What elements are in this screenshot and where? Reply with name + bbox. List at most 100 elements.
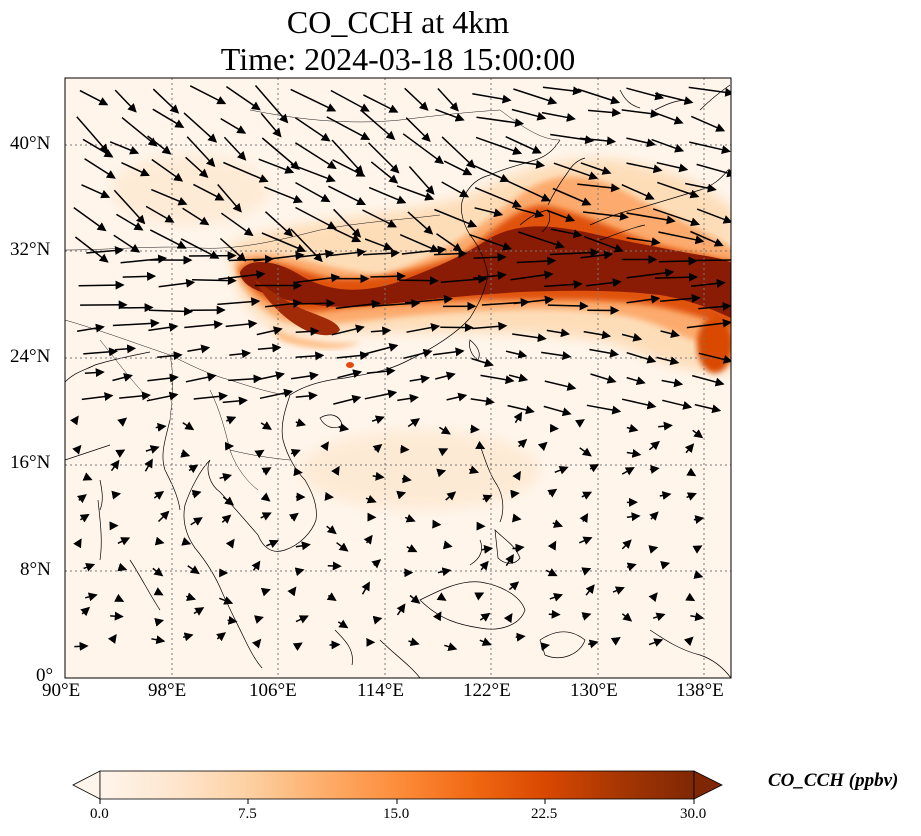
wind-arrow — [508, 373, 529, 383]
wind-arrow — [257, 343, 282, 353]
wind-arrow — [81, 392, 114, 402]
wind-arrow — [226, 416, 237, 425]
colorbar-tick-label: 0.0 — [90, 806, 109, 822]
wind-arrow — [690, 115, 726, 132]
wind-arrow — [290, 228, 323, 263]
wind-arrow — [80, 606, 91, 617]
wind-arrow — [122, 271, 157, 281]
wind-arrow — [583, 235, 624, 253]
wind-arrow — [145, 205, 175, 223]
wind-arrow — [554, 465, 569, 475]
wind-arrow — [187, 565, 200, 575]
wind-arrow — [589, 464, 600, 473]
wind-arrow — [685, 592, 696, 602]
wind-arrow — [219, 596, 234, 605]
wind-arrow — [589, 348, 620, 358]
wind-arrow — [363, 534, 373, 545]
wind-arrow — [479, 560, 489, 571]
wind-arrow — [183, 112, 218, 143]
wind-arrow — [588, 107, 622, 117]
wind-arrow — [187, 344, 211, 354]
wind-arrow — [120, 254, 168, 264]
wind-arrow — [225, 319, 258, 329]
wind-arrow — [654, 92, 694, 105]
wind-arrow — [79, 513, 90, 523]
wind-arrow — [432, 611, 442, 622]
wind-arrow — [324, 491, 334, 501]
wind-arrow — [436, 468, 447, 478]
wind-arrow — [81, 184, 111, 199]
wind-arrow — [474, 207, 504, 218]
wind-arrow — [254, 85, 289, 124]
wind-arrow — [434, 208, 478, 228]
wind-arrow — [690, 230, 724, 247]
wind-arrow — [473, 271, 507, 280]
wind-arrow — [181, 537, 192, 546]
wind-arrow — [549, 593, 564, 602]
wind-arrow — [112, 373, 133, 382]
wind-arrow — [475, 440, 486, 450]
lat-tick-label: 0° — [36, 665, 54, 686]
wind-arrow — [223, 161, 269, 183]
wind-arrow — [396, 185, 435, 201]
wind-arrow — [331, 465, 340, 476]
wind-arrow — [82, 138, 114, 158]
wind-arrow — [404, 87, 429, 111]
wind-arrow — [113, 234, 141, 253]
colorbar-tick-label: 30.0 — [680, 806, 707, 822]
lon-tick-label: 130°E — [570, 680, 618, 701]
faint-region-west — [110, 155, 270, 225]
wind-arrow — [513, 295, 554, 305]
wind-arrow — [515, 632, 526, 642]
wind-arrow — [544, 279, 583, 289]
wind-arrow — [470, 396, 495, 406]
wind-arrow — [648, 638, 664, 647]
wind-arrow — [364, 343, 399, 355]
wind-arrow — [336, 351, 370, 361]
wind-arrow — [660, 293, 701, 303]
wind-arrow — [363, 94, 399, 113]
wind-arrow — [408, 637, 420, 647]
wind-arrow — [217, 297, 261, 307]
wind-arrow — [660, 329, 680, 339]
wind-arrow — [73, 206, 107, 232]
wind-arrow — [402, 133, 445, 165]
wind-arrow — [121, 162, 150, 177]
wind-arrow — [626, 376, 646, 385]
wind-arrow — [69, 415, 79, 426]
wind-arrow — [72, 444, 82, 455]
wind-arrow — [185, 592, 197, 601]
lat-tick-label: 40°N — [10, 133, 51, 154]
wind-arrow — [692, 374, 725, 387]
wind-arrow — [693, 259, 731, 262]
wind-arrow — [610, 636, 621, 646]
wind-arrow — [371, 559, 382, 569]
wind-arrow — [398, 276, 439, 286]
wind-arrow — [221, 514, 232, 524]
wind-arrow — [400, 444, 410, 454]
wind-arrow — [363, 248, 400, 258]
wind-arrow — [481, 544, 494, 554]
wind-arrow — [365, 494, 377, 504]
wind-arrow — [337, 369, 363, 379]
wind-arrow — [149, 229, 187, 249]
wind-arrow — [399, 234, 440, 253]
wind-arrow — [406, 323, 441, 333]
wind-arrow — [581, 612, 592, 621]
wind-arrow — [360, 109, 396, 141]
lon-tick-label: 114°E — [357, 680, 404, 701]
wind-arrow — [295, 351, 325, 361]
lon-tick-label: 90°E — [42, 680, 81, 701]
wind-arrow — [182, 207, 210, 226]
wind-arrow — [144, 458, 153, 472]
wind-arrow — [180, 449, 191, 458]
wind-arrow — [320, 441, 329, 452]
wind-arrow — [330, 89, 370, 112]
wind-arrow — [545, 568, 558, 577]
wind-arrow — [546, 209, 576, 223]
wind-arrow — [626, 212, 676, 225]
wind-arrow — [552, 187, 592, 206]
wind-arrow — [550, 228, 583, 239]
faint-region-south — [300, 430, 540, 510]
colorbar-tick-label: 15.0 — [383, 806, 410, 822]
